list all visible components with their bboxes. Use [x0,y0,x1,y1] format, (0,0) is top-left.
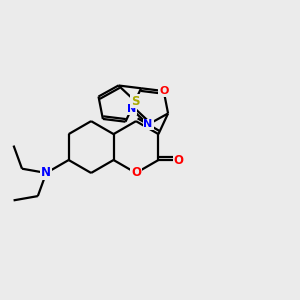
Text: S: S [131,94,140,107]
Text: O: O [173,154,184,166]
Text: N: N [41,167,51,179]
Text: N: N [143,119,153,130]
Text: O: O [159,86,168,96]
Text: N: N [127,104,136,114]
Text: O: O [131,167,141,179]
